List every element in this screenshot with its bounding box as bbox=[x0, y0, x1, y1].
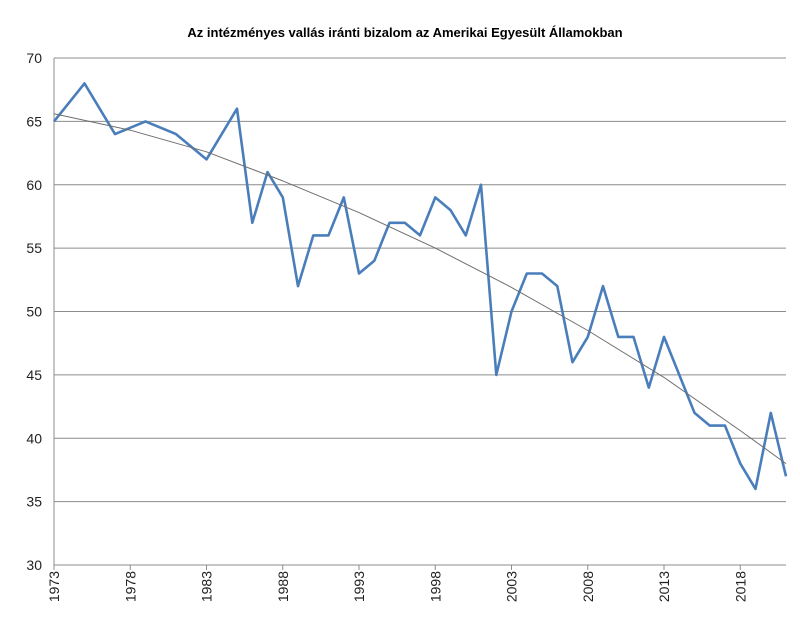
y-tick-label-45: 45 bbox=[26, 367, 42, 383]
y-tick-label-50: 50 bbox=[26, 304, 42, 320]
x-tick-label-1988: 1988 bbox=[275, 571, 291, 602]
trend-line bbox=[53, 113, 787, 465]
y-tick-label-70: 70 bbox=[26, 50, 42, 66]
y-tick-label-60: 60 bbox=[26, 177, 42, 193]
x-tick-label-2013: 2013 bbox=[656, 571, 672, 602]
x-tick-label-1993: 1993 bbox=[351, 571, 367, 602]
x-tick-label-1978: 1978 bbox=[122, 571, 138, 602]
x-tick-label-1998: 1998 bbox=[427, 571, 443, 602]
y-axis: 30 35 40 45 50 55 60 65 70 bbox=[26, 50, 42, 573]
x-tick-label-1973: 1973 bbox=[46, 571, 62, 602]
y-tick-label-40: 40 bbox=[26, 430, 42, 446]
x-tick-label-1983: 1983 bbox=[199, 571, 215, 602]
series-group bbox=[52, 82, 788, 491]
x-tick-label-2008: 2008 bbox=[580, 571, 596, 602]
y-tick-label-30: 30 bbox=[26, 557, 42, 573]
grid bbox=[53, 57, 786, 566]
series-line bbox=[52, 82, 788, 491]
x-axis: 1973 1978 1983 1988 1993 1998 2003 2008 2013 2018 bbox=[46, 565, 748, 602]
x-tick-label-2003: 2003 bbox=[504, 571, 520, 602]
x-tick-label-2018: 2018 bbox=[732, 571, 748, 602]
y-tick-label-65: 65 bbox=[26, 113, 42, 129]
y-tick-label-55: 55 bbox=[26, 240, 42, 256]
y-tick-label-35: 35 bbox=[26, 494, 42, 510]
chart-title: Az intézményes vallás iránti bizalom az … bbox=[187, 25, 622, 40]
